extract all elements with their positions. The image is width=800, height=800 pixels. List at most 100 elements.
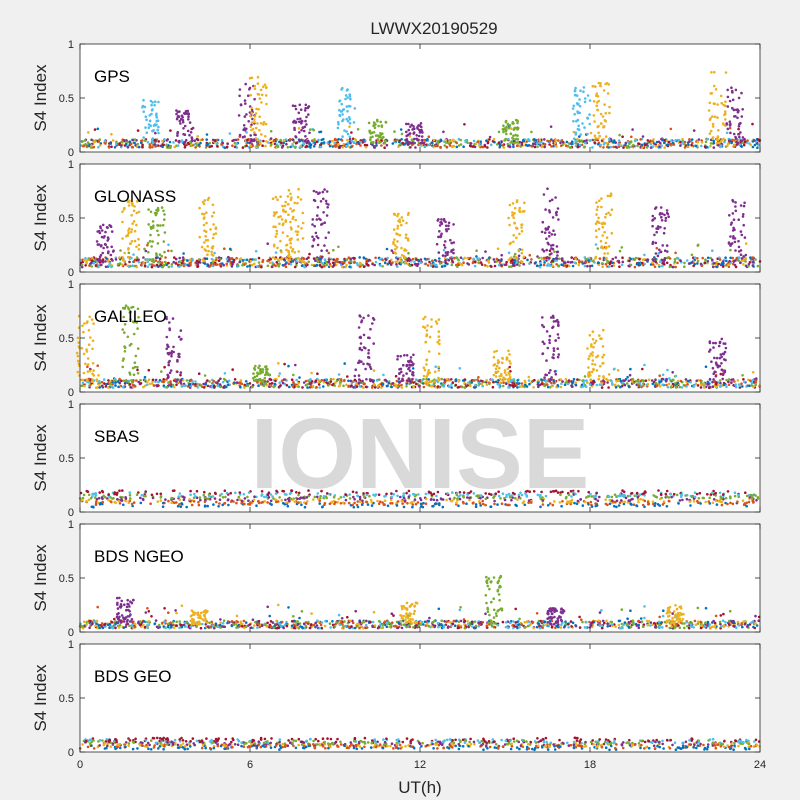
data-point xyxy=(641,135,645,138)
data-point xyxy=(731,98,735,102)
data-point xyxy=(566,260,570,264)
data-point xyxy=(661,264,664,268)
data-point xyxy=(726,142,730,146)
data-point xyxy=(363,143,367,147)
data-point xyxy=(553,370,557,373)
data-point xyxy=(754,258,757,261)
data-point xyxy=(469,144,473,148)
data-point xyxy=(348,137,352,141)
data-point xyxy=(116,262,120,266)
data-point xyxy=(350,384,353,387)
data-point xyxy=(353,260,356,264)
data-point xyxy=(656,227,660,230)
data-point xyxy=(197,258,201,261)
data-point xyxy=(437,335,441,338)
data-point xyxy=(304,103,308,107)
data-point xyxy=(302,257,306,261)
data-point xyxy=(427,143,431,147)
data-point xyxy=(731,91,734,94)
data-point xyxy=(588,99,592,102)
data-point xyxy=(654,145,658,148)
data-point xyxy=(279,239,282,243)
data-point xyxy=(371,135,374,139)
data-point xyxy=(396,240,399,243)
data-point xyxy=(488,138,491,141)
data-point xyxy=(582,385,585,388)
data-point xyxy=(738,256,741,259)
data-point xyxy=(253,120,256,124)
data-point xyxy=(81,140,84,143)
data-point xyxy=(577,263,581,267)
data-point xyxy=(207,264,210,268)
data-point xyxy=(543,145,546,149)
data-point xyxy=(264,122,268,126)
data-point xyxy=(428,260,431,264)
data-point xyxy=(380,125,384,128)
data-point xyxy=(260,101,263,104)
data-point xyxy=(528,262,531,265)
data-point xyxy=(676,261,679,265)
data-point xyxy=(709,144,712,148)
data-point xyxy=(290,196,293,199)
data-point xyxy=(291,260,295,263)
data-point xyxy=(124,379,128,383)
data-point xyxy=(696,262,699,265)
data-point xyxy=(745,385,748,388)
data-point xyxy=(146,380,149,384)
data-point xyxy=(121,365,124,369)
data-point xyxy=(326,384,330,387)
data-point xyxy=(396,138,399,142)
data-point xyxy=(513,206,517,210)
data-point xyxy=(224,378,227,382)
data-point xyxy=(487,261,491,264)
data-point xyxy=(516,141,519,144)
data-point xyxy=(541,220,545,224)
data-point xyxy=(572,120,575,123)
data-point xyxy=(334,381,337,384)
data-point xyxy=(122,207,126,211)
data-point xyxy=(516,138,520,141)
data-point xyxy=(714,263,718,267)
data-point xyxy=(437,218,440,221)
data-point xyxy=(139,141,143,144)
data-point xyxy=(598,134,601,138)
data-point xyxy=(486,146,489,149)
data-point xyxy=(205,133,209,136)
data-point xyxy=(730,141,733,145)
data-point xyxy=(607,265,611,269)
data-point xyxy=(244,380,248,383)
data-point xyxy=(709,142,713,145)
data-point xyxy=(133,361,137,365)
data-point xyxy=(520,382,524,385)
data-point xyxy=(147,250,150,254)
data-point xyxy=(144,126,147,129)
data-point xyxy=(277,362,280,365)
data-point xyxy=(452,140,455,143)
data-point xyxy=(282,139,286,142)
data-point xyxy=(713,115,717,118)
data-point xyxy=(400,386,404,389)
data-point xyxy=(362,333,366,337)
data-point xyxy=(362,256,366,259)
data-point xyxy=(592,100,596,103)
data-point xyxy=(549,369,552,372)
data-point xyxy=(243,115,247,118)
data-point xyxy=(560,263,563,267)
data-point xyxy=(669,386,673,389)
data-point xyxy=(478,142,481,145)
data-point xyxy=(137,237,140,241)
data-point xyxy=(259,371,263,375)
data-point xyxy=(496,359,500,362)
data-point xyxy=(583,264,587,268)
data-point xyxy=(597,131,600,135)
data-point xyxy=(214,227,218,230)
data-point xyxy=(576,145,580,149)
data-point xyxy=(728,126,732,130)
data-point xyxy=(174,257,178,261)
data-point xyxy=(530,130,533,134)
data-point xyxy=(596,247,600,250)
data-point xyxy=(110,265,113,269)
data-point xyxy=(711,265,715,269)
data-point xyxy=(548,231,551,234)
data-point xyxy=(501,361,504,365)
